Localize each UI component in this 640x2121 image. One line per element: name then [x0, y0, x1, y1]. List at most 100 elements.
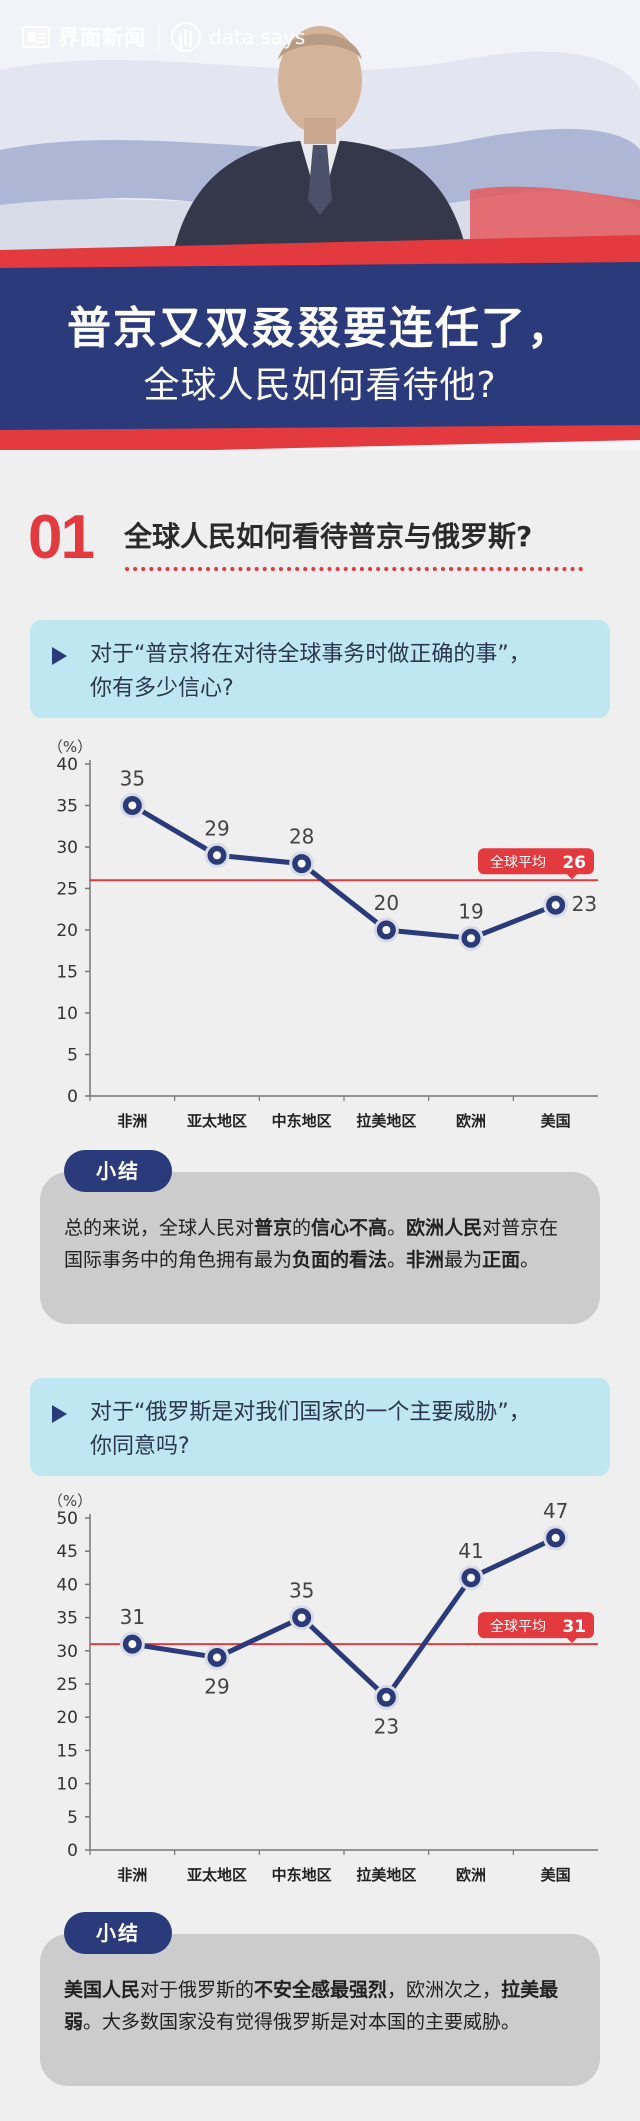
brand-name: 界面新闻	[58, 26, 146, 50]
x-tick-label: 非洲	[117, 1866, 147, 1884]
summary-text-run: 总的来说，全球人民对	[64, 1217, 255, 1239]
x-tick-label: 欧洲	[456, 1112, 486, 1130]
data-label: 47	[543, 1499, 568, 1523]
summary-tag-2: 小结	[64, 1912, 172, 1954]
y-tick-label: 40	[56, 1575, 78, 1595]
x-tick-label: 拉美地区	[356, 1112, 416, 1130]
data-label: 20	[374, 891, 399, 915]
x-tick-label: 欧洲	[456, 1866, 486, 1884]
y-tick-label: 15	[56, 963, 78, 983]
average-badge-label: 全球平均	[490, 854, 546, 871]
waveform-icon	[171, 22, 201, 52]
data-point-center	[213, 1653, 221, 1662]
y-tick-label: 15	[56, 1741, 78, 1761]
summary-text-run: 。	[387, 1217, 407, 1239]
y-tick-label: 10	[56, 1775, 78, 1795]
summary-box-1: 总的来说，全球人民对普京的信心不高。欧洲人民对普京在国际事务中的角色拥有最为负面…	[40, 1172, 600, 1324]
summary-text-run: 最为	[444, 1249, 483, 1271]
summary-text-run: 拉美最弱	[64, 1979, 559, 2033]
data-label: 31	[120, 1605, 145, 1629]
question-box-2: 对于“俄罗斯是对我们国家的一个主要威胁”， 你同意吗?	[30, 1378, 610, 1476]
data-label: 23	[374, 1714, 399, 1738]
y-tick-label: 35	[56, 1609, 78, 1629]
data-point-center	[297, 1613, 306, 1622]
play-triangle-icon	[52, 1405, 67, 1423]
data-label: 23	[572, 892, 597, 916]
y-tick-label: 25	[56, 880, 78, 900]
brand-bar: 界面新闻 data says	[22, 22, 305, 52]
data-point-center	[128, 801, 137, 810]
summary-text-run: 正面	[482, 1249, 521, 1271]
section-title: 全球人民如何看待普京与俄罗斯?	[124, 520, 533, 553]
summary-text-run: 对于俄罗斯的	[140, 1979, 255, 2001]
play-triangle-icon	[52, 647, 67, 665]
summary-text-run: 。	[520, 1249, 540, 1271]
hero-banner: 界面新闻 data says	[0, 0, 640, 450]
summary-text-run: 负面的看法	[292, 1249, 388, 1271]
chart-russia-major-threat: （%） 0 5 10 15 20 25 30 35 40 45 50 非洲 亚太地区 中东地区 拉美地区 欧洲 美…	[48, 1492, 598, 1884]
data-point-center	[297, 859, 306, 868]
y-tick-label: 30	[56, 1642, 78, 1662]
data-label: 19	[458, 899, 483, 923]
average-badge-label: 全球平均	[490, 1618, 546, 1635]
section-dotted-underline	[125, 567, 584, 571]
data-label: 28	[289, 825, 314, 849]
y-tick-label: 10	[56, 1004, 78, 1024]
y-tick-label: 25	[56, 1675, 78, 1695]
summary-text-run: 。大多数国家没有觉得俄罗斯是对本国的主要威胁。	[83, 2011, 521, 2033]
x-tick-label: 拉美地区	[356, 1866, 416, 1884]
data-point-center	[213, 851, 221, 860]
data-point-center	[467, 1573, 475, 1582]
data-point-center	[382, 926, 391, 934]
partner-name: data says	[209, 25, 306, 49]
summary-text-run: 美国人民	[64, 1979, 141, 2001]
data-point-center	[467, 934, 475, 943]
summary-text-run: 。	[387, 1249, 407, 1271]
average-badge-value: 31	[562, 1617, 586, 1637]
data-label: 41	[458, 1539, 483, 1563]
data-label: 29	[204, 816, 229, 840]
question-2-line1: 对于“俄罗斯是对我们国家的一个主要威胁”，	[90, 1400, 531, 1425]
y-tick-label: 40	[56, 755, 78, 775]
hero-illustration	[0, 0, 640, 450]
summary-text-run: 信心不高	[311, 1217, 388, 1239]
newspaper-icon	[22, 26, 50, 48]
summary-text-run: 非洲	[406, 1249, 445, 1271]
x-tick-label: 美国	[541, 1866, 571, 1884]
y-tick-label: 5	[67, 1808, 78, 1828]
y-tick-label: 20	[56, 921, 78, 941]
average-badge-value: 26	[562, 853, 586, 873]
average-badge	[478, 848, 594, 875]
summary-tag-1: 小结	[64, 1150, 172, 1192]
chart-confidence-in-putin: （%） 0 5 10 15 20 25 30 35 40 非洲 亚太地区 中东地区 拉美地区 欧洲 美国 全球平…	[48, 738, 598, 1130]
x-tick-label: 中东地区	[272, 1866, 332, 1884]
data-point-center	[128, 1640, 137, 1649]
question-box-1: 对于“普京将在对待全球事务时做正确的事”， 你有多少信心?	[30, 620, 610, 718]
main-title: 普京又双叒叕要连任了，	[67, 303, 573, 354]
average-badge	[478, 1612, 594, 1639]
y-tick-label: 0	[67, 1841, 78, 1861]
data-label: 29	[204, 1674, 229, 1698]
main-subtitle: 全球人民如何看待他?	[143, 365, 497, 406]
brand-divider	[158, 24, 159, 50]
average-badge-pointer	[566, 1637, 578, 1644]
y-unit-label: （%）	[48, 738, 92, 756]
average-badge-pointer	[566, 873, 578, 880]
y-tick-label: 45	[56, 1542, 78, 1562]
y-tick-label: 20	[56, 1708, 78, 1728]
x-tick-label: 中东地区	[272, 1112, 332, 1130]
x-tick-label: 亚太地区	[187, 1112, 247, 1130]
y-tick-label: 5	[67, 1046, 78, 1066]
x-tick-label: 非洲	[117, 1112, 147, 1130]
series-line	[129, 803, 559, 941]
question-2-line2: 你同意吗?	[90, 1434, 190, 1459]
summary-text-run: 不安全感最强烈	[254, 1979, 388, 2001]
x-tick-label: 美国	[541, 1112, 571, 1130]
question-1-line1: 对于“普京将在对待全球事务时做正确的事”，	[90, 642, 531, 667]
y-tick-label: 30	[56, 838, 78, 858]
question-1-line2: 你有多少信心?	[90, 676, 234, 701]
series-line	[129, 1535, 559, 1700]
x-tick-label: 亚太地区	[187, 1866, 247, 1884]
y-tick-label: 0	[67, 1087, 78, 1107]
y-unit-label: （%）	[48, 1492, 92, 1510]
